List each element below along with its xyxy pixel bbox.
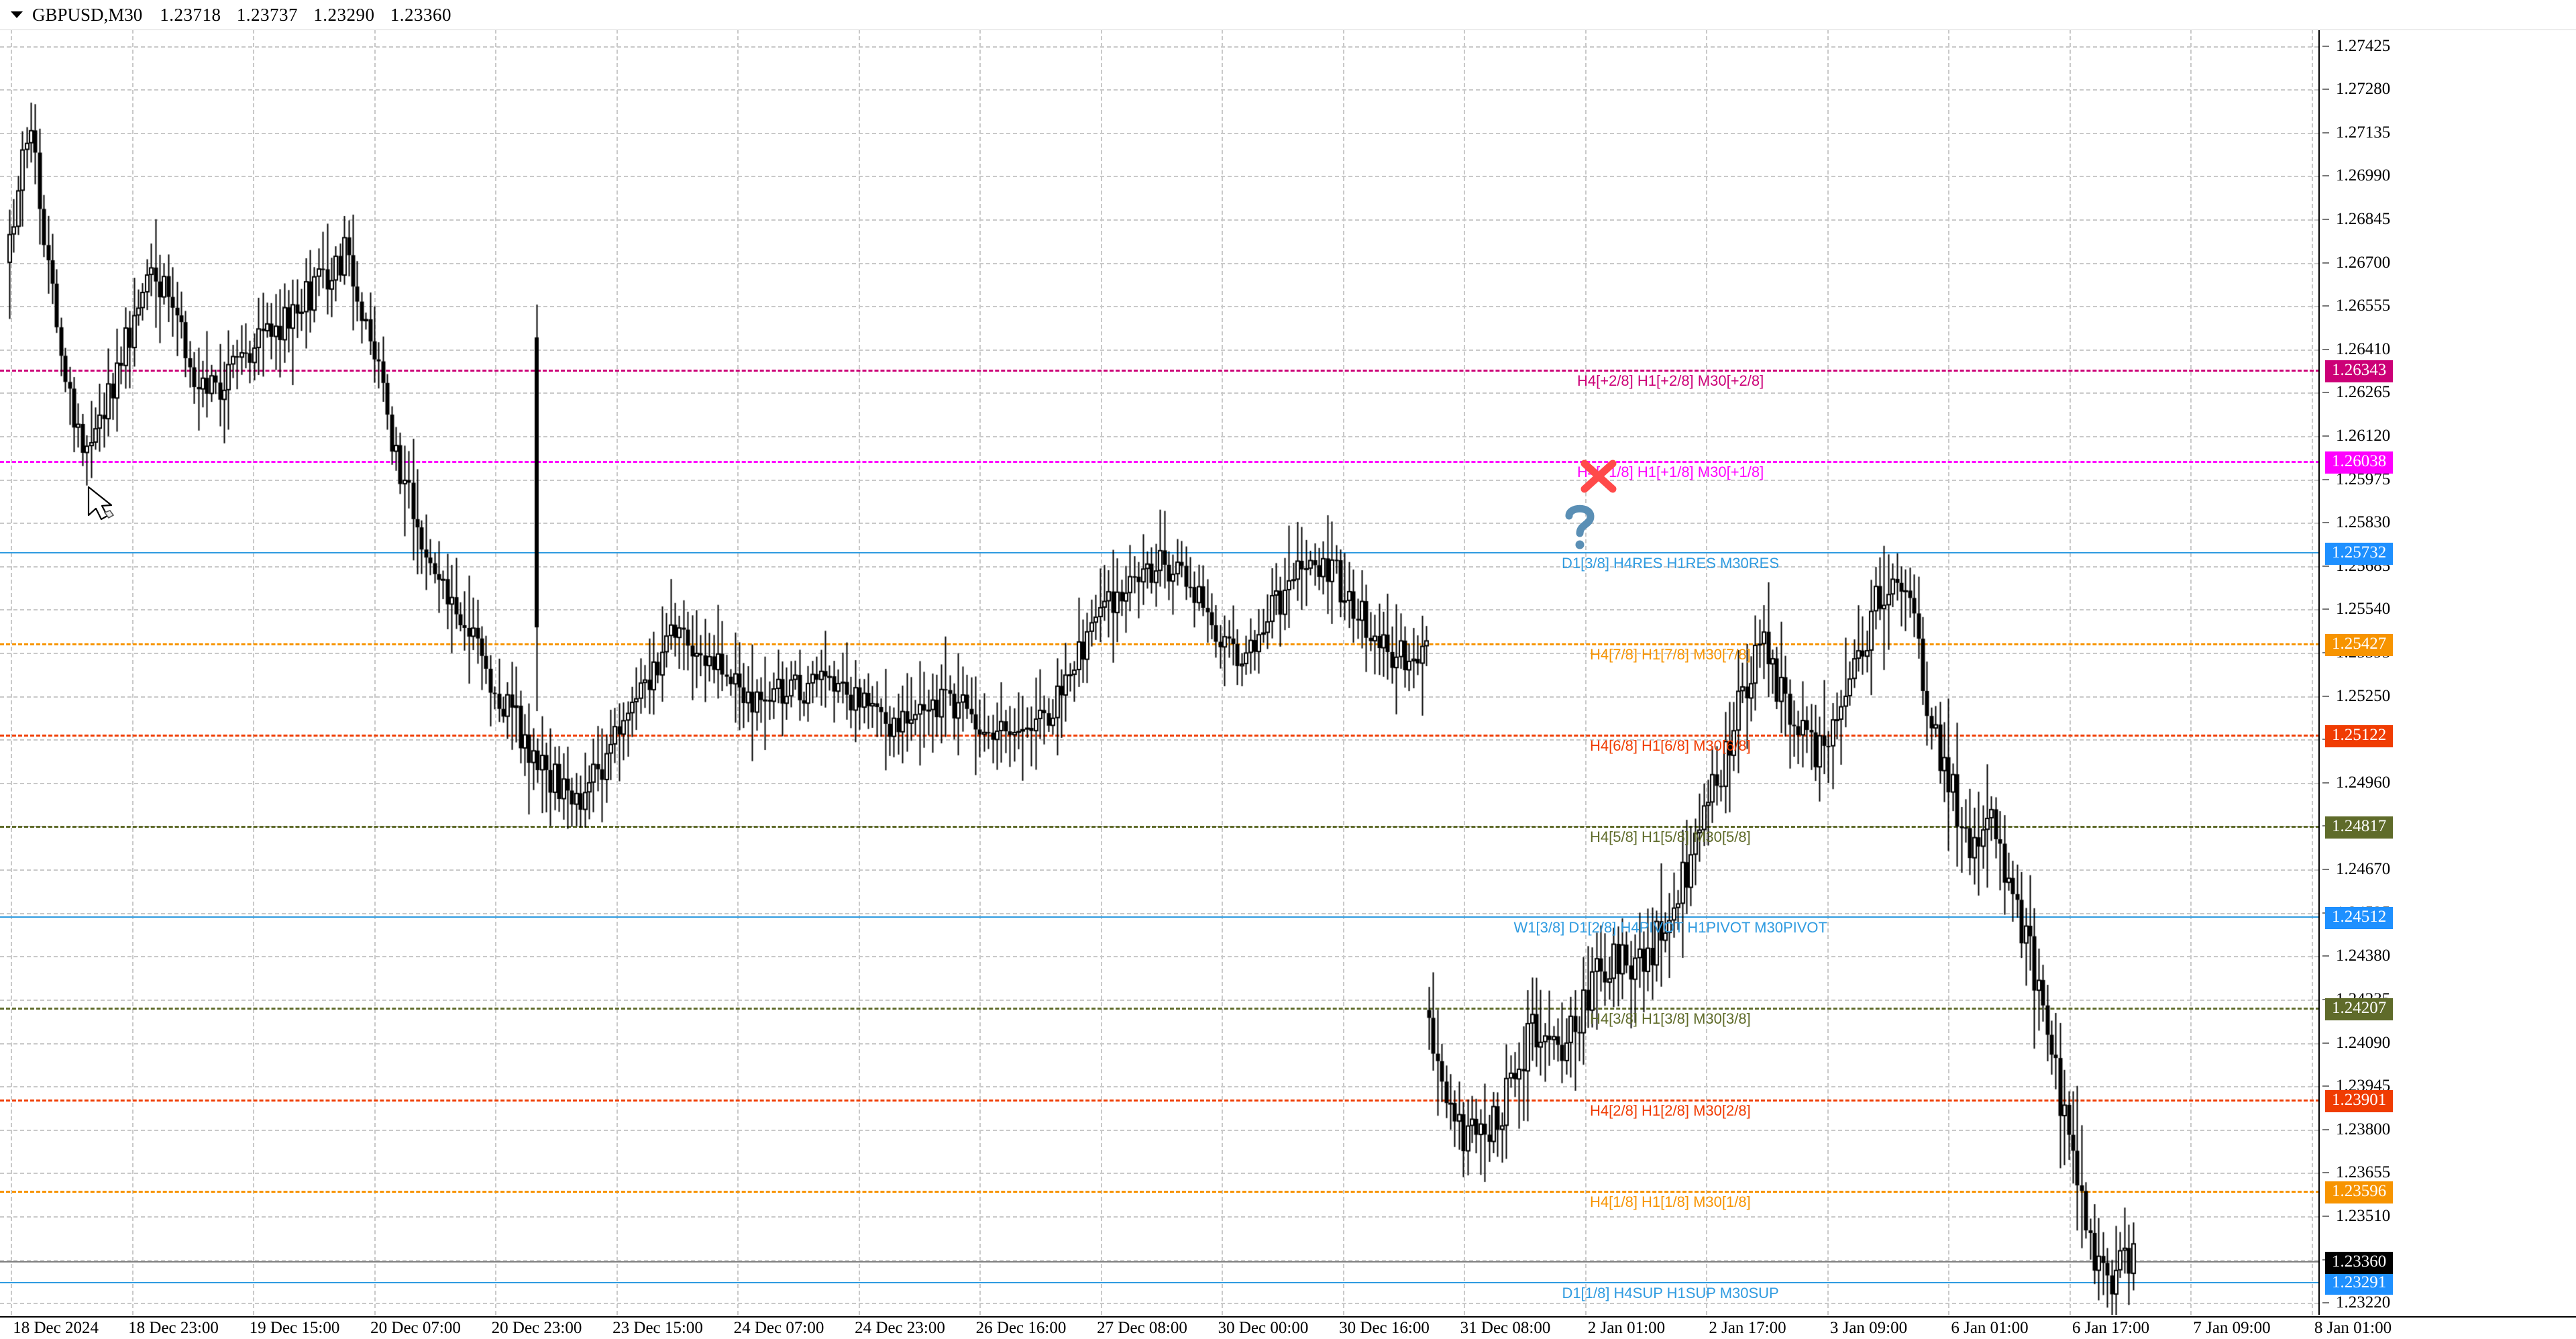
price-chip-10: 1.23291	[2325, 1272, 2394, 1295]
chart-ohlc-quote: 1.23718 1.23737 1.23290 1.23360	[160, 5, 462, 25]
time-tick-label: 19 Dec 15:00	[249, 1319, 340, 1337]
price-tick: 1.24670	[2321, 859, 2390, 879]
price-tick-label: 1.23800	[2336, 1120, 2391, 1138]
time-tick-label: 7 Jan 09:00	[2193, 1319, 2271, 1337]
price-chip-7: 1.24207	[2325, 998, 2394, 1021]
ohlc-low: 1.23290	[313, 4, 375, 25]
price-tick: 1.27135	[2321, 123, 2390, 143]
price-tick-label: 1.26265	[2336, 383, 2391, 402]
price-tick: 1.23220	[2321, 1293, 2390, 1313]
price-tick: 1.24380	[2321, 946, 2390, 966]
price-tick-label: 1.24670	[2336, 860, 2391, 879]
ohlc-close: 1.23360	[390, 4, 452, 25]
level-label-2: D1[3/8] H4RES H1RES M30RES	[1562, 554, 1780, 572]
price-tick: 1.25540	[2321, 599, 2390, 619]
price-chip-0: 1.26343	[2325, 360, 2394, 382]
price-tick: 1.27425	[2321, 36, 2390, 56]
time-tick-label: 27 Dec 08:00	[1097, 1319, 1187, 1337]
level-label-3: H4[7/8] H1[7/8] M30[7/8]	[1590, 645, 1751, 663]
price-tick-label: 1.24090	[2336, 1033, 2391, 1052]
price-tick-label: 1.24960	[2336, 773, 2391, 792]
price-chip-5: 1.24817	[2325, 816, 2394, 839]
time-tick-label: 2 Jan 01:00	[1587, 1319, 1666, 1337]
time-tick-label: 3 Jan 09:00	[1829, 1319, 1908, 1337]
time-tick-label: 30 Dec 00:00	[1218, 1319, 1309, 1337]
time-tick-label: 31 Dec 08:00	[1460, 1319, 1551, 1337]
chart-level-labels: H4[+2/8] H1[+2/8] M30[+2/8] H4[+1/8] H1[+…	[0, 30, 2318, 1315]
price-tick: 1.25250	[2321, 686, 2390, 706]
time-tick-label: 24 Dec 07:00	[733, 1319, 824, 1337]
chart-header-bar: GBPUSD,M30 1.23718 1.23737 1.23290 1.233…	[0, 0, 2576, 30]
level-label-10: D1[1/8] H4SUP H1SUP M30SUP	[1562, 1284, 1779, 1301]
price-tick-label: 1.27135	[2336, 123, 2391, 142]
time-tick-label: 8 Jan 01:00	[2314, 1319, 2392, 1337]
time-tick-label: 18 Dec 23:00	[128, 1319, 219, 1337]
chart-plot-area[interactable]: H4[+2/8] H1[+2/8] M30[+2/8] H4[+1/8] H1[+…	[0, 30, 2320, 1315]
price-tick: 1.23510	[2321, 1206, 2390, 1226]
time-tick-label: 18 Dec 2024	[13, 1319, 99, 1337]
price-chip-1: 1.26038	[2325, 451, 2394, 474]
ohlc-open: 1.23718	[160, 4, 221, 25]
time-tick-label: 23 Dec 15:00	[612, 1319, 703, 1337]
price-tick: 1.23800	[2321, 1120, 2390, 1140]
price-chip-2: 1.25732	[2325, 542, 2394, 565]
level-label-1: H4[+1/8] H1[+1/8] M30[+1/8]	[1577, 463, 1764, 480]
price-tick: 1.25830	[2321, 513, 2390, 533]
time-tick-label: 6 Jan 01:00	[1951, 1319, 2029, 1337]
price-tick: 1.26265	[2321, 382, 2390, 403]
level-label-9: H4[1/8] H1[1/8] M30[1/8]	[1590, 1193, 1751, 1210]
price-tick-label: 1.23220	[2336, 1293, 2391, 1312]
price-tick-label: 1.26845	[2336, 209, 2391, 228]
price-tick: 1.27280	[2321, 79, 2390, 99]
price-axis[interactable]: 1.27425 1.27280 1.27135 1.26990 1.26845 1.267…	[2321, 30, 2576, 1315]
level-label-0: H4[+2/8] H1[+2/8] M30[+2/8]	[1577, 372, 1764, 389]
level-label-4: H4[6/8] H1[6/8] M30[6/8]	[1590, 737, 1751, 754]
price-tick: 1.26700	[2321, 253, 2390, 273]
price-tick: 1.24960	[2321, 773, 2390, 793]
ohlc-high: 1.23737	[236, 4, 299, 25]
level-label-6: W1[3/8] D1[2/8] H4PIVOT H1PIVOT M30PIVOT	[1513, 919, 1827, 936]
price-tick-label: 1.23655	[2336, 1163, 2391, 1182]
chart-symbol-label: GBPUSD,M30	[32, 4, 143, 25]
price-tick: 1.26555	[2321, 296, 2390, 316]
price-tick: 1.26410	[2321, 339, 2390, 360]
price-tick-label: 1.24380	[2336, 947, 2391, 965]
price-chip-9: 1.23596	[2325, 1181, 2394, 1203]
price-chip-last-price: 1.23360	[2325, 1251, 2394, 1274]
level-label-7: H4[3/8] H1[3/8] M30[3/8]	[1590, 1010, 1751, 1028]
time-tick-label: 20 Dec 07:00	[370, 1319, 461, 1337]
price-tick: 1.23655	[2321, 1163, 2390, 1183]
price-tick-label: 1.25830	[2336, 513, 2391, 532]
price-chip-8: 1.23901	[2325, 1089, 2394, 1112]
price-tick: 1.24090	[2321, 1033, 2390, 1053]
price-tick-label: 1.25250	[2336, 686, 2391, 705]
time-tick-label: 6 Jan 17:00	[2072, 1319, 2150, 1337]
time-tick-label: 20 Dec 23:00	[491, 1319, 582, 1337]
price-chip-6: 1.24512	[2325, 907, 2394, 930]
level-label-5: H4[5/8] H1[5/8] M30[5/8]	[1590, 828, 1751, 845]
price-tick-label: 1.26990	[2336, 166, 2391, 185]
price-tick-label: 1.25540	[2336, 600, 2391, 619]
price-tick-label: 1.26700	[2336, 253, 2391, 272]
time-tick-label: 2 Jan 17:00	[1709, 1319, 1786, 1337]
time-tick-label: 24 Dec 23:00	[855, 1319, 945, 1337]
price-chip-3: 1.25427	[2325, 633, 2394, 656]
price-tick-label: 1.26410	[2336, 339, 2391, 358]
price-tick-label: 1.27425	[2336, 36, 2391, 55]
price-tick-label: 1.23510	[2336, 1206, 2391, 1225]
chevron-down-icon[interactable]	[5, 3, 28, 26]
time-tick-label: 30 Dec 16:00	[1339, 1319, 1430, 1337]
price-tick: 1.26120	[2321, 426, 2390, 446]
price-chip-4: 1.25122	[2325, 725, 2394, 747]
price-tick-label: 1.27280	[2336, 80, 2391, 99]
price-tick-label: 1.26555	[2336, 297, 2391, 315]
price-tick-label: 1.26120	[2336, 426, 2391, 445]
price-tick: 1.26845	[2321, 209, 2390, 229]
time-axis[interactable]: 18 Dec 2024 18 Dec 23:00 19 Dec 15:00 20 De…	[0, 1316, 2576, 1339]
level-label-8: H4[2/8] H1[2/8] M30[2/8]	[1590, 1102, 1751, 1119]
time-tick-label: 26 Dec 16:00	[975, 1319, 1067, 1337]
candlestick-series	[0, 30, 2318, 1315]
price-tick: 1.26990	[2321, 166, 2390, 186]
